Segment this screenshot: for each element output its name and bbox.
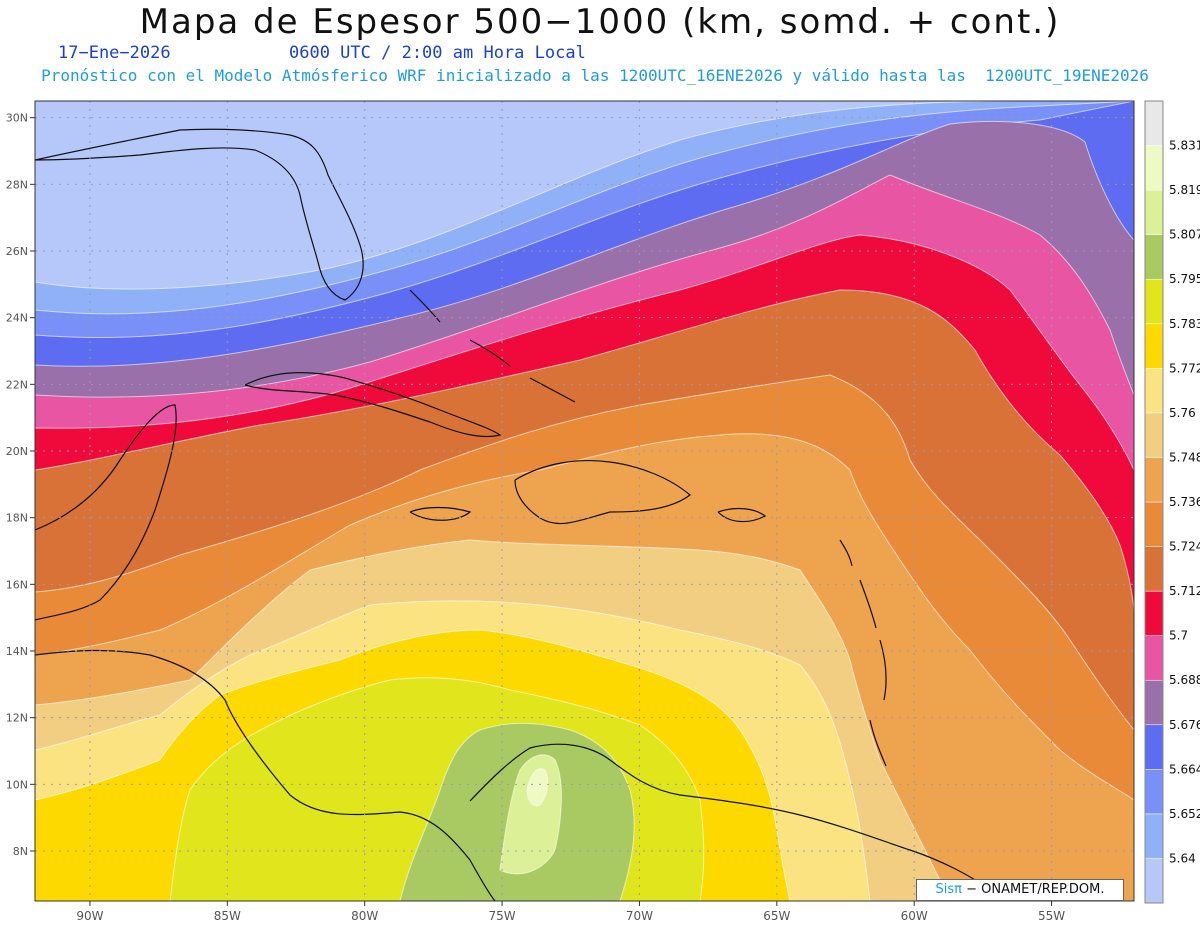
legend-swatch	[1144, 189, 1164, 235]
coast-bahamas	[409, 289, 576, 403]
lat-tick-label: 10N	[6, 778, 28, 791]
legend-swatch	[1144, 546, 1164, 592]
legend-swatch	[1144, 590, 1164, 636]
legend-swatch	[1144, 323, 1164, 369]
map-frame	[34, 100, 1135, 902]
legend-level-label: 5.676	[1169, 718, 1200, 732]
legend-level-label: 5.807	[1169, 228, 1200, 242]
lat-tick-label: 14N	[6, 645, 28, 658]
legend-swatch	[1144, 858, 1164, 904]
longitude-axis: 90W 85W 80W 75W 70W 65W 60W 55W	[76, 901, 1065, 923]
coast-central-america	[35, 649, 496, 901]
lon-tick-label: 85W	[214, 909, 241, 923]
sispi-logo-text: Sisπ	[935, 882, 962, 897]
lon-tick-label: 70W	[626, 909, 653, 923]
coast-jamaica	[409, 506, 472, 521]
thickness-band-5831	[526, 768, 549, 807]
color-legend: 5.64 5.652 5.664 5.676 5.688 5.7 5.712 5.724 5.7…	[1144, 100, 1200, 904]
lat-tick-label: 28N	[6, 178, 28, 191]
legend-level-label: 5.783	[1169, 317, 1200, 331]
lat-tick-label: 26N	[6, 245, 28, 258]
thickness-fill-layer	[35, 101, 1134, 901]
lat-tick-label: 8N	[13, 845, 28, 858]
legend-swatch	[1144, 679, 1164, 726]
legend-level-label: 5.724	[1169, 540, 1200, 554]
legend-level-label: 5.819	[1169, 183, 1200, 197]
valid-time: 0600 UTC / 2:00 am Hora Local	[289, 43, 586, 63]
legend-level-label: 5.712	[1169, 584, 1200, 598]
legend-swatch	[1144, 145, 1164, 191]
coast-cuba	[244, 372, 502, 438]
legend-swatch	[1144, 234, 1164, 280]
lon-tick-label: 80W	[351, 909, 378, 923]
map-title: Mapa de Espesor 500−1000 (km, somd. + co…	[139, 2, 1061, 42]
legend-swatch	[1144, 100, 1164, 146]
legend-swatch	[1144, 457, 1164, 503]
legend-swatch	[1144, 278, 1164, 325]
credit-text: − ONAMET/REP.DOM.	[961, 882, 1105, 897]
legend-level-label: 5.664	[1169, 762, 1200, 776]
legend-swatch	[1144, 769, 1164, 815]
legend-swatch	[1144, 724, 1164, 770]
lat-tick-label: 12N	[6, 712, 28, 725]
legend-swatch	[1144, 412, 1164, 458]
coast-south-america	[469, 743, 1001, 901]
credit-box: Sisπ − ONAMET/REP.DOM.	[916, 879, 1124, 901]
lon-tick-label: 65W	[763, 909, 790, 923]
legend-swatch	[1144, 635, 1164, 681]
lat-tick-label: 30N	[6, 112, 28, 125]
forecast-description: Pronóstico con el Modelo Atmósferico WRF…	[41, 66, 1149, 85]
lon-tick-label: 60W	[901, 909, 928, 923]
lat-tick-label: 18N	[6, 512, 28, 525]
coast-puerto-rico	[717, 507, 767, 523]
coastlines	[35, 128, 1001, 901]
legend-level-label: 5.652	[1169, 807, 1200, 821]
legend-swatch	[1144, 813, 1164, 859]
coast-yucatan	[35, 404, 177, 621]
legend-level-label: 5.831	[1169, 139, 1200, 153]
legend-level-label: 5.64	[1169, 851, 1196, 865]
coast-florida	[35, 128, 364, 301]
legend-level-label: 5.736	[1169, 495, 1200, 509]
lon-tick-label: 90W	[76, 909, 103, 923]
lat-tick-label: 22N	[6, 378, 28, 391]
lon-tick-label: 75W	[489, 909, 516, 923]
latitude-axis: 30N 28N 26N 24N 22N 20N 18N 16N 14N 12N 10N 8N	[6, 112, 35, 858]
legend-level-label: 5.748	[1169, 450, 1200, 464]
lon-tick-label: 55W	[1038, 909, 1065, 923]
legend-frame	[1144, 100, 1164, 904]
legend-level-label: 5.7	[1169, 629, 1188, 643]
legend-level-label: 5.795	[1169, 272, 1200, 286]
lat-tick-label: 24N	[6, 312, 28, 325]
legend-swatch	[1144, 368, 1164, 414]
legend-level-label: 5.76	[1169, 406, 1196, 420]
legend-level-label: 5.688	[1169, 673, 1200, 687]
valid-date: 17−Ene−2026	[58, 43, 171, 63]
lat-tick-label: 16N	[6, 578, 28, 591]
legend-level-label: 5.772	[1169, 361, 1200, 375]
graticule	[35, 101, 1134, 901]
coast-lesser-antilles	[839, 539, 887, 767]
lat-tick-label: 20N	[6, 445, 28, 458]
legend-swatch	[1144, 501, 1164, 547]
